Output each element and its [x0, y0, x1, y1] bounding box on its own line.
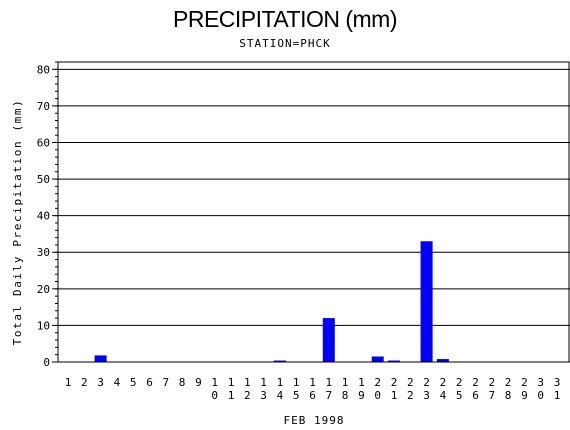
x-tick-label-8: 8	[179, 376, 186, 389]
x-tick-label-5: 5	[130, 376, 137, 389]
y-axis-label: Total Daily Precipitation (mm)	[11, 99, 24, 346]
bar-day-23	[420, 241, 433, 362]
bar-day-3	[94, 355, 107, 362]
x-tick-label-2: 2	[81, 376, 88, 389]
y-tick-label-80: 80	[37, 63, 50, 76]
x-axis-label: FEB 1998	[284, 414, 345, 427]
y-tick-label-60: 60	[37, 136, 50, 149]
y-tick-label-0: 0	[43, 356, 50, 369]
x-tick-label-3: 3	[97, 376, 104, 389]
y-tick-label-20: 20	[37, 283, 50, 296]
y-tick-label-50: 50	[37, 173, 50, 186]
chart-subtitle: STATION=PHCK	[239, 37, 331, 50]
plot-frame	[57, 61, 570, 363]
x-tick-label-9: 9	[195, 376, 202, 389]
chart-title: PRECIPITATION (mm)	[173, 6, 397, 32]
x-tick-label-6: 6	[146, 376, 153, 389]
bar-day-20	[371, 356, 384, 362]
x-tick-label-4: 4	[114, 376, 121, 389]
x-tick-label-7: 7	[162, 376, 169, 389]
y-tick-label-10: 10	[37, 319, 50, 332]
bar-day-24	[436, 359, 449, 362]
y-tick-label-30: 30	[37, 246, 50, 259]
bar-day-21	[388, 360, 400, 362]
x-tick-label-1: 1	[65, 376, 72, 389]
bar-day-14	[273, 360, 286, 362]
y-tick-label-70: 70	[37, 100, 50, 113]
y-tick-label-40: 40	[37, 210, 50, 223]
bar-day-17	[322, 318, 335, 362]
